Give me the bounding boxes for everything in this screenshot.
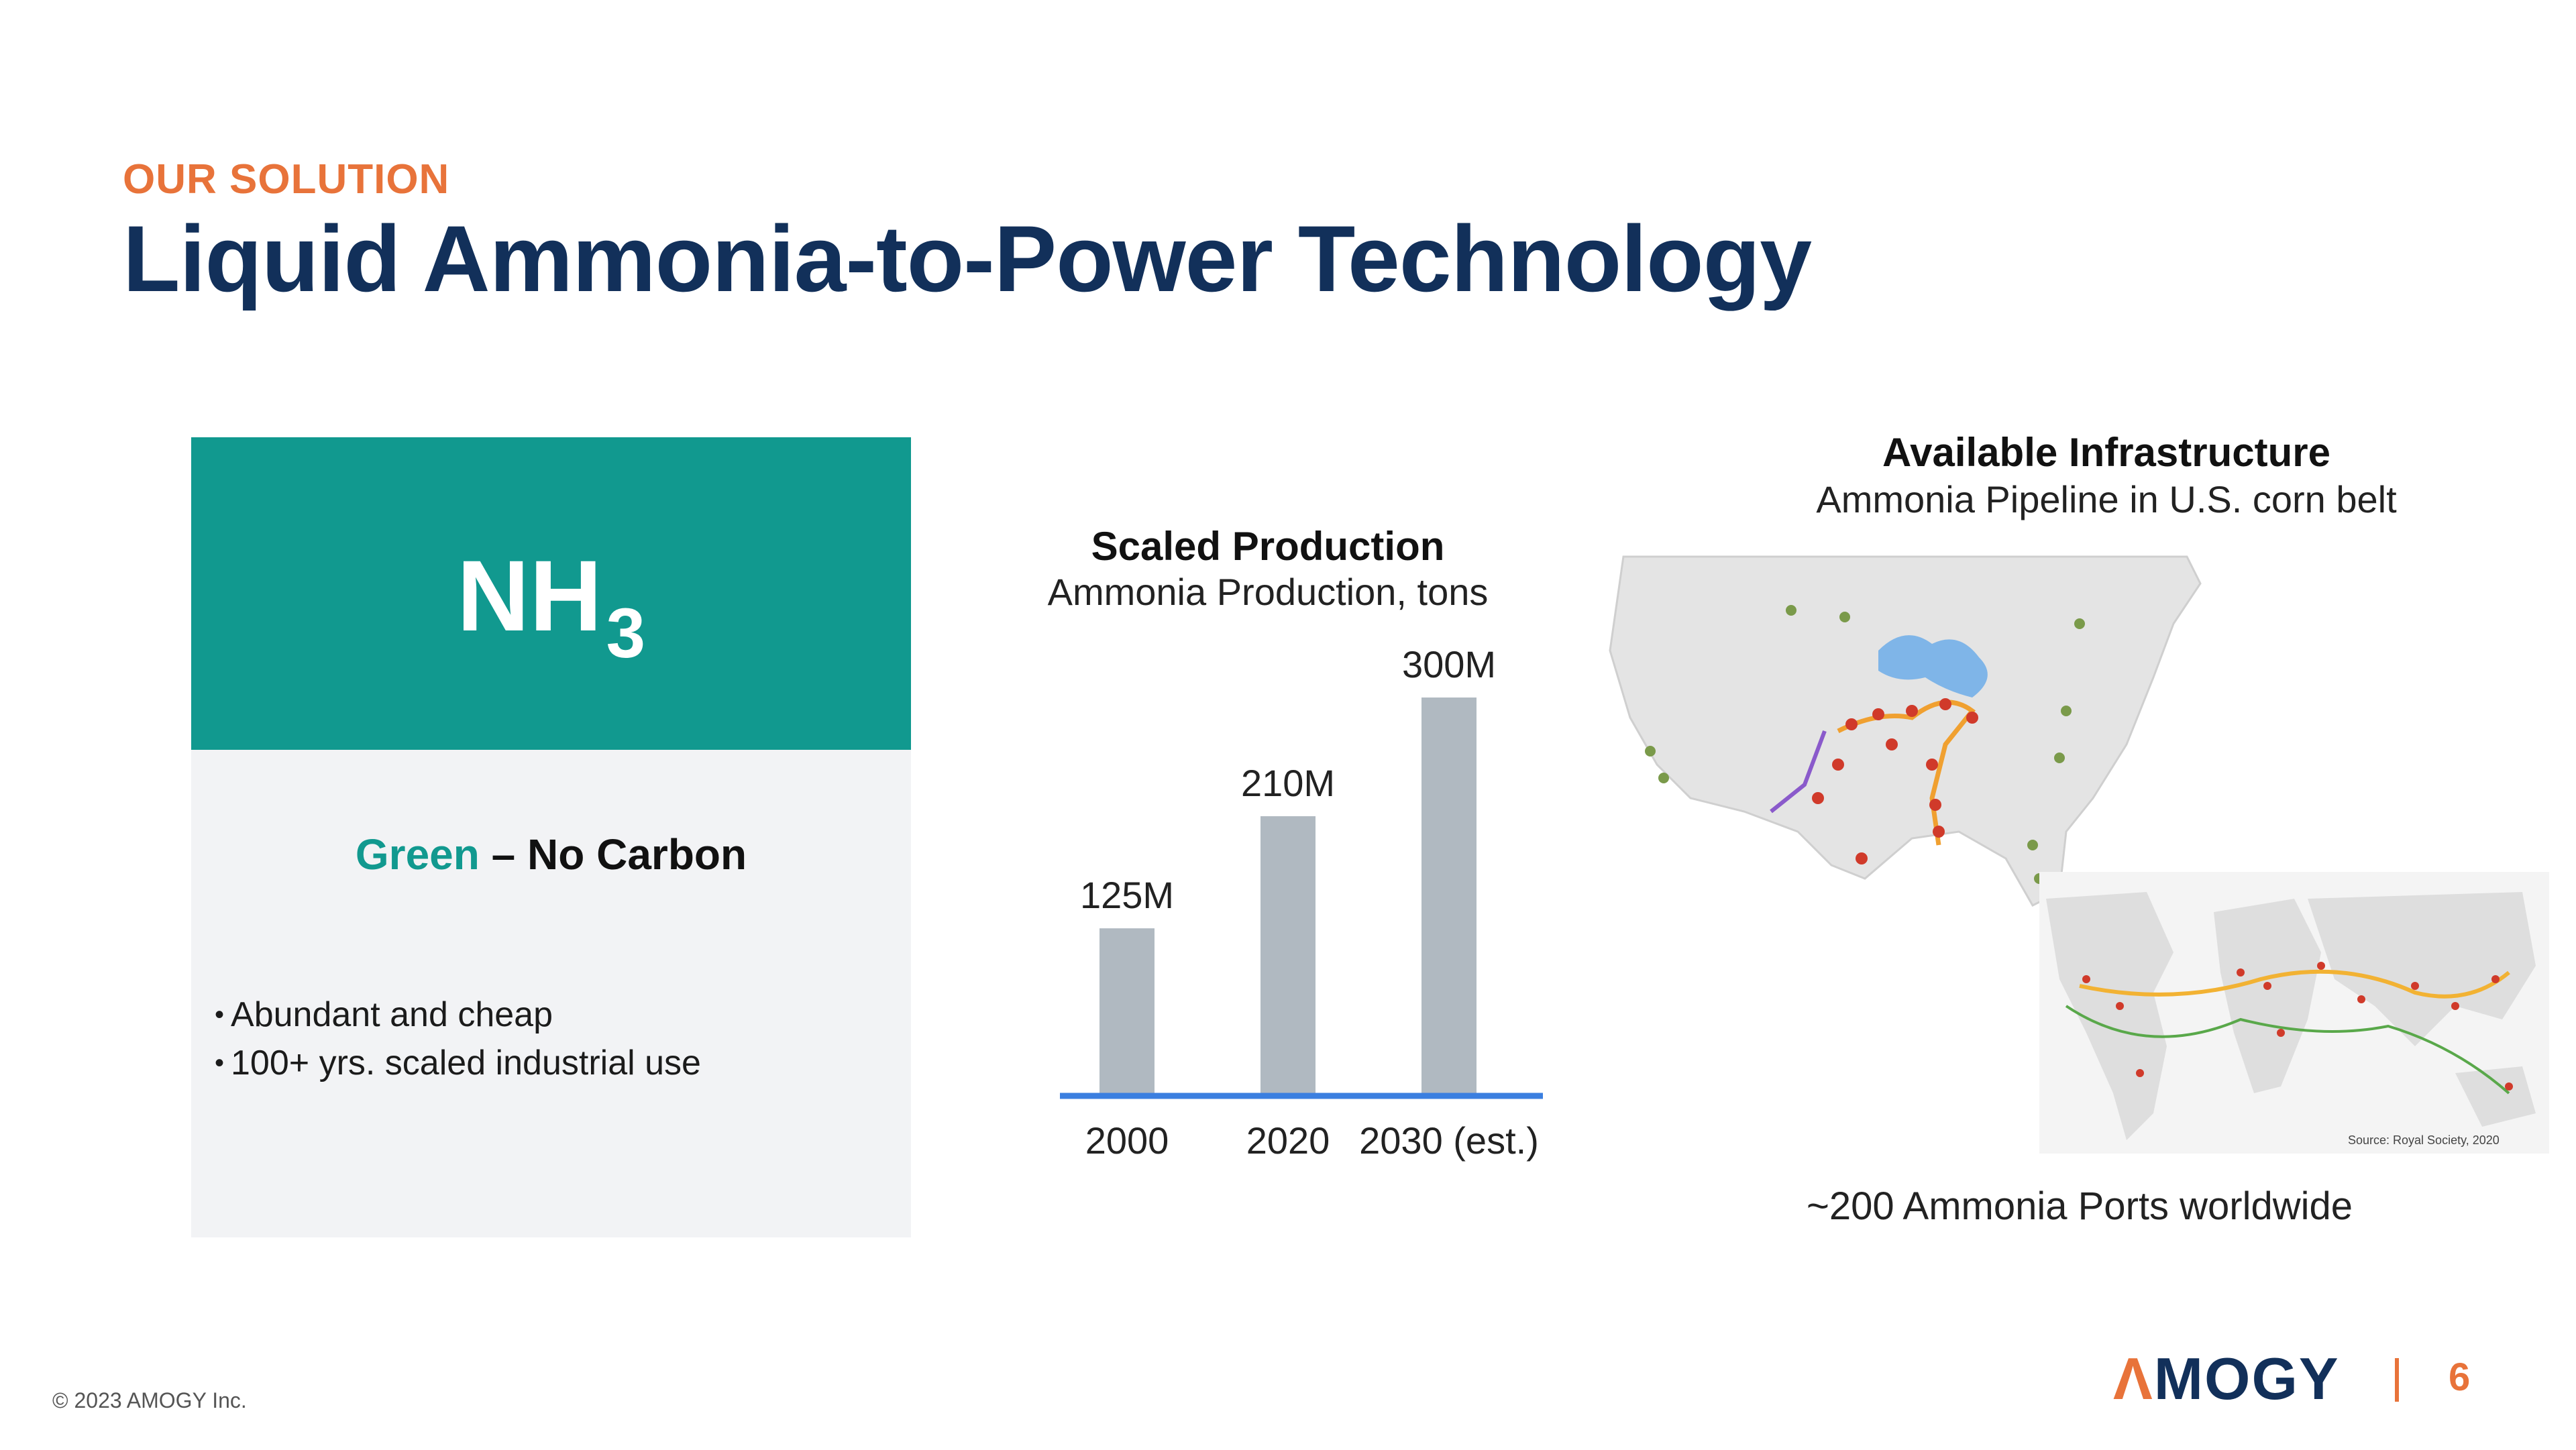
chart-subtitle: Ammonia Production, tons (1047, 571, 1489, 613)
shipping-route-orange (2079, 969, 2510, 999)
nh3-card-header: NH3 (191, 437, 911, 750)
formula-main: NH (456, 539, 602, 652)
plant-dots (1812, 698, 1978, 865)
bar-value-label: 125M (1080, 874, 1174, 916)
section-eyebrow: OUR SOLUTION (123, 156, 450, 203)
x-tick-label: 2030 (est.) (1359, 1119, 1539, 1162)
bar-2030 (1421, 698, 1477, 1093)
us-landmass (1609, 555, 2202, 907)
ports-caption: ~200 Ammonia Ports worldwide (1806, 1184, 2353, 1228)
world-ports-map (2039, 872, 2549, 1154)
logo-wordmark: MOGY (2153, 1345, 2340, 1412)
footer-divider (2395, 1358, 2399, 1402)
card-tagline: Green – No Carbon (191, 830, 911, 879)
card-bullet-list: Abundant and cheap 100+ yrs. scaled indu… (215, 991, 701, 1087)
amogy-logo: ΛMOGY (2113, 1345, 2340, 1413)
formula-subscript: 3 (606, 594, 646, 673)
shipping-route-green (2065, 1005, 2510, 1095)
africa-europe-landmass (2214, 899, 2321, 1093)
chart-title: Scaled Production (1091, 524, 1445, 569)
nh3-formula: NH3 (191, 538, 911, 674)
x-tick-label: 2000 (1085, 1119, 1169, 1162)
infrastructure-title: Available Infrastructure (1882, 430, 2330, 475)
page-number: 6 (2449, 1355, 2471, 1399)
tagline-green: Green (355, 830, 480, 879)
us-pipeline-map (1609, 555, 2202, 907)
bar-2020 (1260, 816, 1316, 1093)
copyright-notice: © 2023 AMOGY Inc. (52, 1388, 247, 1412)
terminal-dots (1645, 605, 2085, 884)
logo-a-mark: Λ (2113, 1345, 2154, 1412)
production-bar-chart: 125M 2000 210M 2020 300M 2030 (est.) (1060, 644, 1543, 1162)
port-dots (2082, 962, 2513, 1091)
australia-landmass (2455, 1066, 2536, 1127)
bar-2000 (1099, 928, 1155, 1093)
bullet-item: Abundant and cheap (215, 991, 701, 1039)
map-source-note: Source: Royal Society, 2020 (2348, 1133, 2500, 1147)
tagline-no-carbon: – No Carbon (479, 830, 747, 879)
slide-title: Liquid Ammonia-to-Power Technology (123, 206, 1812, 311)
bar-value-label: 210M (1241, 762, 1335, 804)
nh3-card: NH3 Green – No Carbon Abundant and cheap… (191, 437, 911, 1237)
x-tick-label: 2020 (1246, 1119, 1330, 1162)
bullet-item: 100+ yrs. scaled industrial use (215, 1039, 701, 1087)
great-lakes (1878, 635, 1988, 698)
asia-landmass (2308, 892, 2536, 1046)
pipeline-purple (1770, 730, 1827, 814)
infrastructure-subtitle: Ammonia Pipeline in U.S. corn belt (1816, 478, 2397, 520)
americas-landmass (2046, 892, 2174, 1140)
bar-value-label: 300M (1402, 644, 1496, 685)
